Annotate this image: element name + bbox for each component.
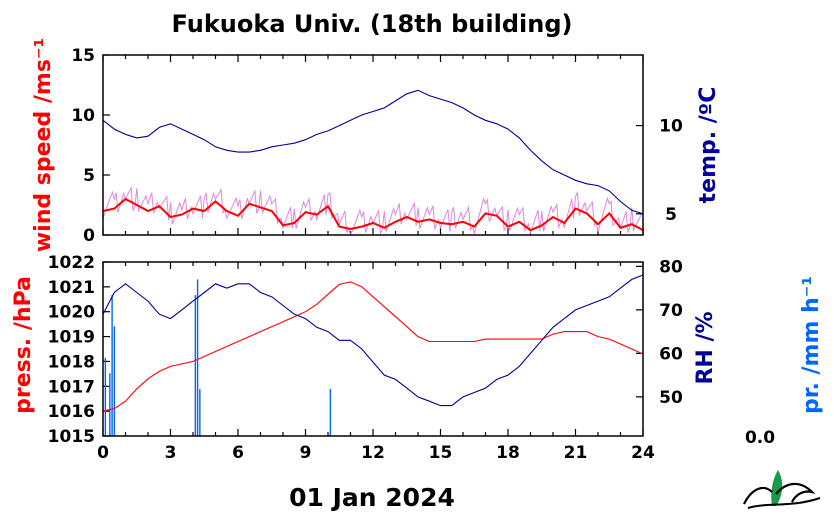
- left-tick-label: 1018: [48, 352, 95, 372]
- precip-bar: [329, 389, 332, 436]
- left-tick-label: 5: [83, 166, 95, 186]
- pressure-line: [102, 281, 644, 412]
- precip-bar: [113, 326, 116, 436]
- logo-swoosh-lower: [747, 497, 821, 509]
- right-tick-label: 10: [659, 117, 683, 137]
- right-tick-label: 70: [659, 301, 683, 321]
- x-tick-label: 6: [232, 443, 244, 463]
- right-tick-label: 80: [659, 257, 683, 277]
- left-tick-label: 1020: [48, 303, 95, 323]
- temperature-line: [102, 89, 644, 215]
- wind-speed-axis-label: wind speed /ms⁻¹: [31, 38, 56, 252]
- left-tick-label: 10: [71, 106, 95, 126]
- rh-line: [102, 274, 644, 407]
- right-tick-label: 5: [665, 205, 677, 225]
- plot-frame: [102, 54, 644, 236]
- right-tick-label: 50: [659, 388, 683, 408]
- x-tick-label: 21: [564, 443, 588, 463]
- logo-swoosh: [743, 482, 816, 505]
- left-tick-label: 1021: [48, 278, 95, 298]
- x-tick-label: 12: [361, 443, 385, 463]
- chart-title: Fukuoka Univ. (18th building): [172, 10, 573, 38]
- rh-axis-label: RH /%: [693, 311, 718, 384]
- x-tick-label: 24: [631, 443, 655, 463]
- pressure-rh-panel: 0 3 6 9 12 15 18 21 24 1015 1016 1017 1018 1019 1020 10…: [48, 253, 683, 463]
- x-tick-label: 3: [165, 443, 177, 463]
- left-tick-label: 1015: [48, 427, 95, 447]
- pressure-axis-label: press. /hPa: [11, 276, 36, 414]
- plot-frame: [102, 261, 644, 437]
- x-tick-label: 18: [496, 443, 520, 463]
- x-tick-label: 9: [300, 443, 312, 463]
- logo: [743, 470, 821, 509]
- left-tick-label: 1017: [48, 377, 95, 397]
- left-tick-label: 15: [71, 46, 95, 66]
- precip-axis-label: pr. /mm h⁻¹: [799, 276, 824, 414]
- precip-value-label: 0.0: [745, 428, 775, 448]
- left-tick-label: 0: [83, 226, 95, 246]
- wind-temp-panel: 0 5 10 15 5 10: [71, 46, 683, 246]
- precip-bar: [111, 295, 113, 436]
- x-tick-label: 15: [429, 443, 453, 463]
- left-tick-label: 1019: [48, 328, 95, 348]
- wind-speed-line: [102, 197, 644, 232]
- wind-raw-line: [102, 185, 642, 237]
- logo-leaf: [771, 470, 783, 506]
- precip-bar: [196, 279, 199, 436]
- temperature-axis-label: temp. /ºC: [696, 87, 721, 204]
- x-tick-label: 0: [97, 443, 109, 463]
- left-tick-label: 1016: [48, 402, 95, 422]
- date-label: 01 Jan 2024: [289, 483, 455, 512]
- left-tick-label: 1022: [48, 253, 95, 273]
- precip-bar: [104, 357, 107, 436]
- precip-bar: [199, 389, 201, 436]
- precip-bar: [194, 295, 197, 436]
- precip-bar: [109, 373, 111, 436]
- right-tick-label: 60: [659, 344, 683, 364]
